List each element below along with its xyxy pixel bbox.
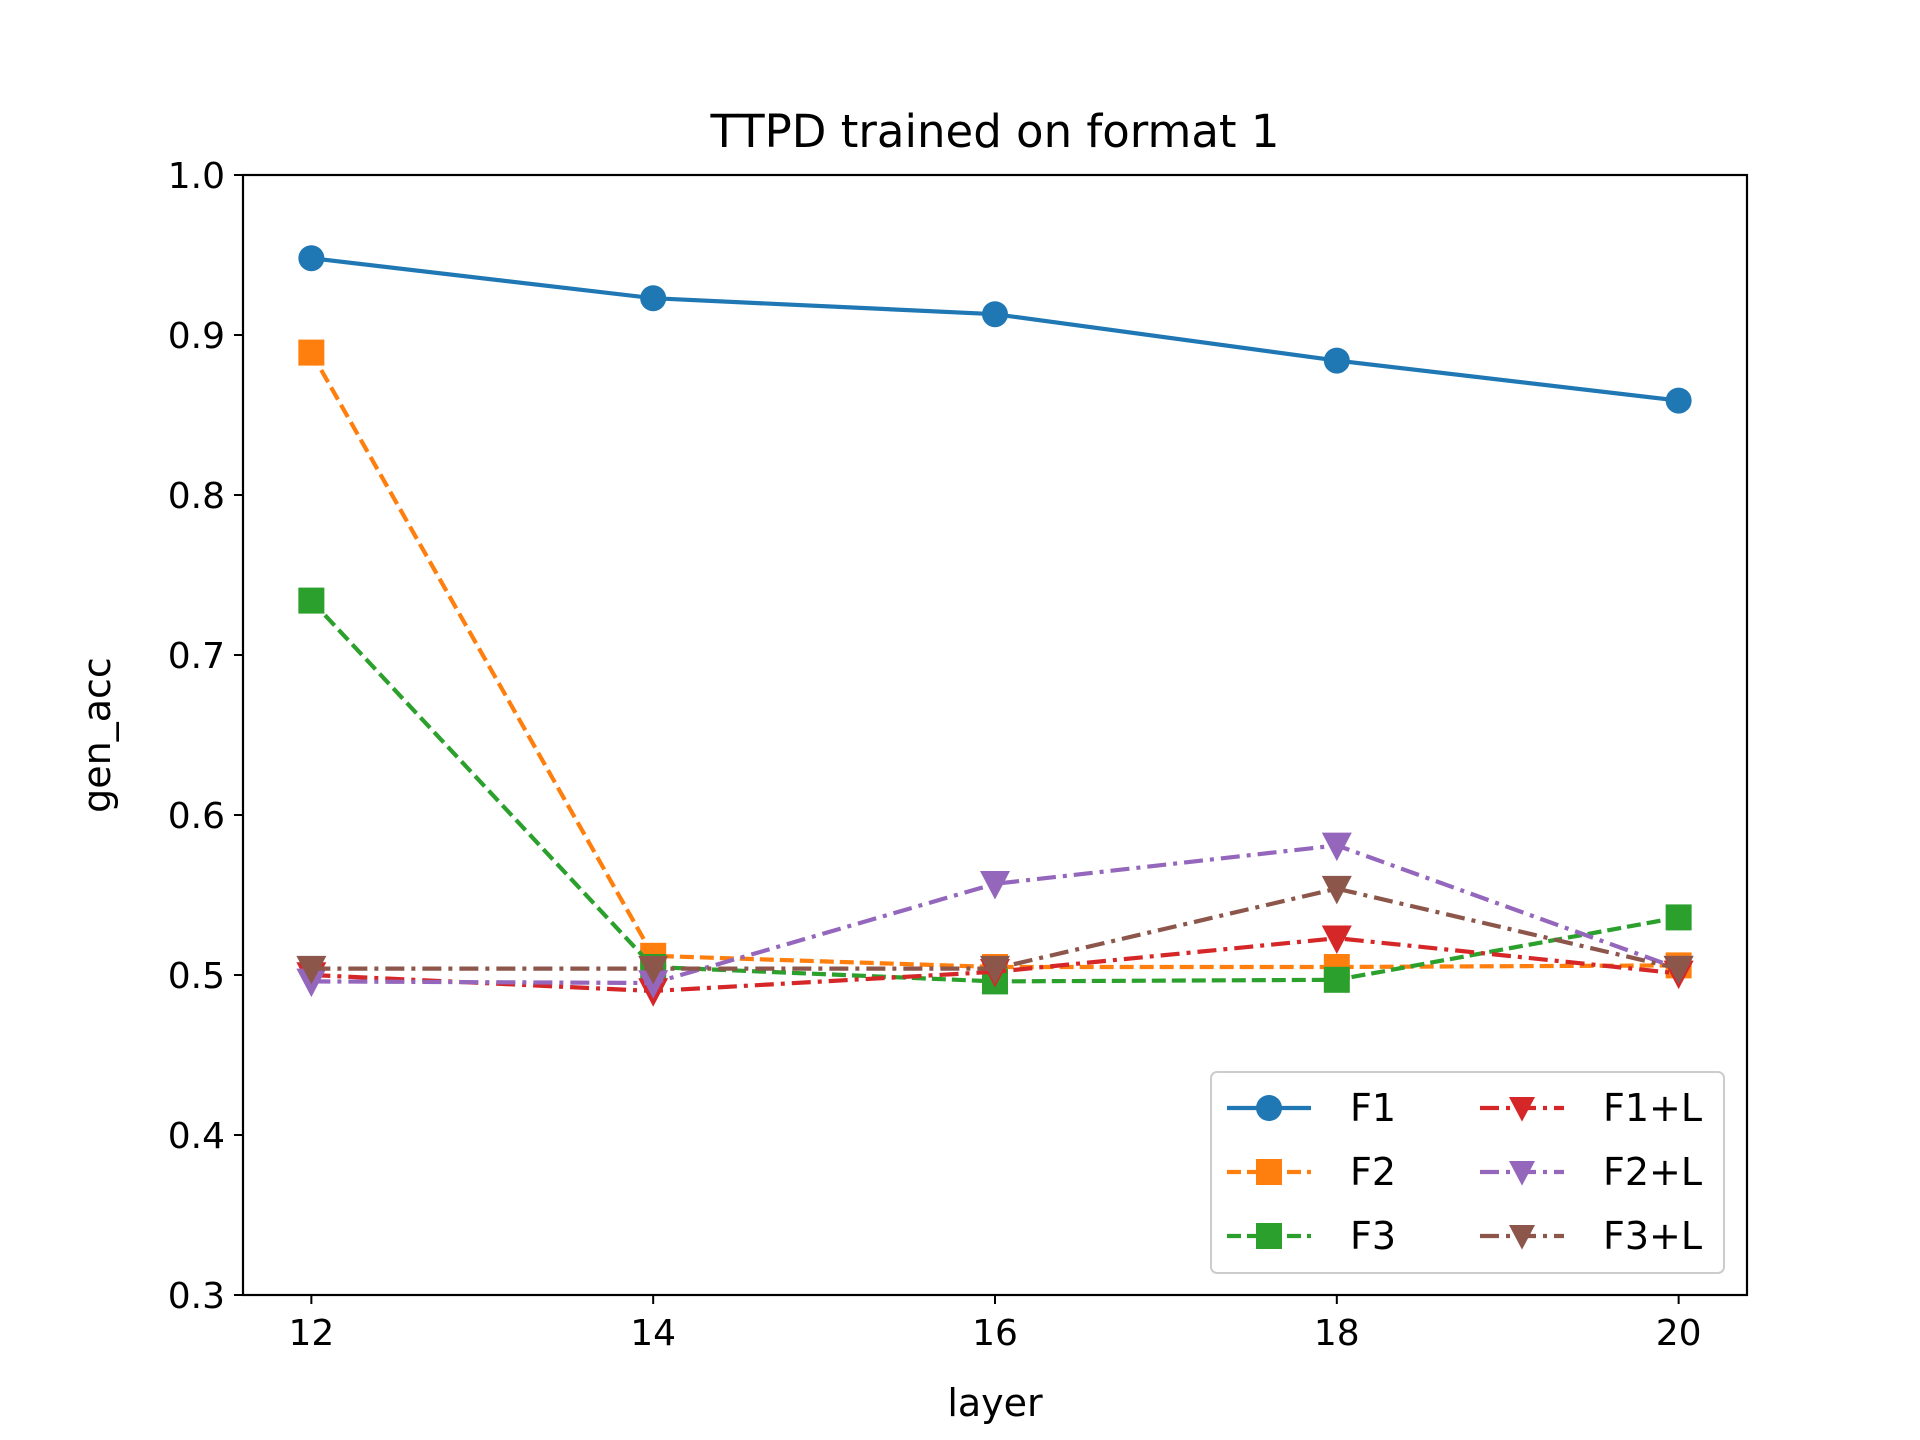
x-axis: 12 14 16 18 20 [288, 1295, 1702, 1354]
data-point [298, 339, 325, 366]
data-point [1323, 347, 1350, 374]
legend-label: F2 [1350, 1150, 1396, 1194]
legend-label: F2+L [1603, 1150, 1702, 1194]
legend-label: F3 [1350, 1214, 1396, 1258]
legend-item-F2+L: F2+L [1480, 1150, 1702, 1194]
data-point [1321, 875, 1352, 905]
legend-item-F3+L: F3+L [1480, 1214, 1702, 1258]
legend-item-F1: F1 [1227, 1086, 1396, 1130]
legend-marker [1256, 1223, 1282, 1249]
plot-area [241, 173, 1749, 1297]
data-point [640, 285, 667, 312]
legend-label: F1+L [1603, 1086, 1702, 1130]
y-tick-label: 0.6 [168, 796, 225, 837]
y-tick-label: 0.7 [168, 636, 225, 677]
legend-marker [1509, 1096, 1535, 1122]
legend-marker [1509, 1160, 1535, 1186]
y-tick-label: 1.0 [168, 156, 225, 197]
data-point [1665, 904, 1692, 931]
data-point [982, 301, 1008, 328]
y-tick-label: 0.8 [168, 476, 225, 517]
x-tick-label: 14 [630, 1313, 676, 1354]
legend-label: F1 [1350, 1086, 1396, 1130]
series-F3+L [296, 875, 1694, 985]
data-point [298, 245, 325, 272]
legend-box [1210, 1071, 1725, 1274]
y-tick-label: 0.9 [168, 316, 225, 357]
data-point [1323, 966, 1350, 993]
legend: F1 F2 F3 F1+L F2+L F3+L [1210, 1071, 1725, 1274]
data-point [638, 970, 669, 999]
legend-item-F2: F2 [1227, 1150, 1396, 1194]
data-point [1321, 832, 1352, 862]
data-point [1663, 955, 1694, 985]
legend-marker [1509, 1224, 1535, 1250]
legend-marker [1256, 1095, 1282, 1121]
legend-item-F3: F3 [1227, 1214, 1396, 1258]
legend-item-F1+L: F1+L [1480, 1086, 1702, 1130]
y-tick-label: 0.3 [168, 1276, 225, 1317]
data-point [1321, 925, 1352, 954]
legend-marker [1256, 1159, 1282, 1185]
y-tick-label: 0.4 [168, 1116, 225, 1157]
data-point [980, 955, 1010, 985]
data-point [638, 955, 669, 985]
series-line [311, 843, 1680, 986]
legend-label: F3+L [1603, 1214, 1702, 1258]
y-axis-label: gen_acc [75, 657, 119, 813]
y-axis: 0.3 0.4 0.5 0.6 0.7 0.8 0.9 1.0 [168, 156, 243, 1317]
y-tick-label: 0.5 [168, 956, 225, 997]
x-axis-label: layer [947, 1381, 1043, 1425]
series-line [309, 351, 1679, 970]
x-tick-label: 16 [972, 1313, 1018, 1354]
x-tick-label: 18 [1314, 1313, 1360, 1354]
data-point [1665, 387, 1692, 414]
data-point [980, 871, 1010, 900]
chart-title: TTPD trained on format 1 [709, 105, 1279, 158]
x-tick-label: 12 [288, 1313, 334, 1354]
series-F1 [298, 245, 1692, 414]
x-tick-label: 20 [1656, 1313, 1702, 1354]
data-point [296, 955, 327, 985]
data-point [298, 587, 325, 614]
